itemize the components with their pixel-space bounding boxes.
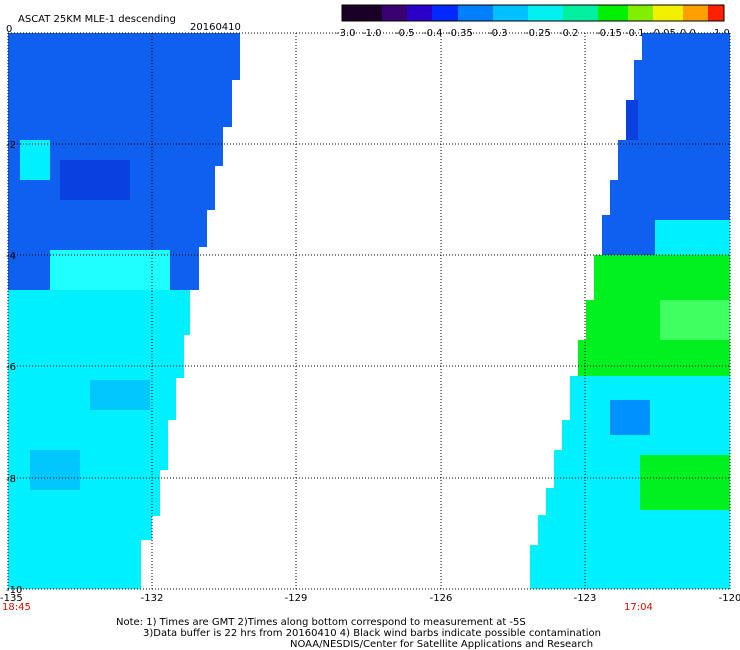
swath-row xyxy=(8,335,184,378)
colorbar-segment xyxy=(563,5,598,21)
swath-row xyxy=(8,33,240,80)
swath-row xyxy=(594,255,730,300)
time-left: 18:45 xyxy=(2,602,31,613)
map-grid xyxy=(7,32,731,590)
swath-row xyxy=(8,516,152,540)
map-title: ASCAT 25KM MLE-1 descending xyxy=(18,14,176,25)
colorbar-segment xyxy=(432,5,458,21)
lat-label: -4 xyxy=(6,251,16,262)
swath-patch xyxy=(640,455,730,510)
lon-label: -129 xyxy=(285,593,308,604)
lon-label: -135 xyxy=(0,593,23,604)
colorbar-label: -0.25 xyxy=(525,28,551,39)
map-date: 20160410 xyxy=(190,22,241,33)
colorbar-segment xyxy=(598,5,628,21)
swath-row xyxy=(530,545,730,589)
swath-patch xyxy=(60,160,130,200)
colorbar-segment xyxy=(653,5,683,21)
colorbar-segment xyxy=(493,5,528,21)
left-swath xyxy=(8,33,240,589)
colorbar-frame xyxy=(341,4,725,22)
lon-label: -132 xyxy=(141,593,164,604)
latitude-labels: 0 -2 -4 -6 -8 -10 xyxy=(6,24,22,596)
colorbar-segment xyxy=(708,5,724,21)
lat-label: -6 xyxy=(6,362,16,373)
note-line-2: 3)Data buffer is 22 hrs from 20160410 4)… xyxy=(143,628,601,639)
swath-row xyxy=(642,33,730,60)
swath-patch xyxy=(626,100,638,140)
swath-patch xyxy=(90,380,150,410)
swath-patch xyxy=(50,250,170,290)
swath-row xyxy=(578,340,730,376)
note-line-3: NOAA/NESDIS/Center for Satellite Applica… xyxy=(290,639,594,650)
swath-patch xyxy=(655,220,730,255)
time-right: 17:04 xyxy=(624,602,653,613)
lat-label: -8 xyxy=(6,474,16,485)
colorbar-label: -0.4 xyxy=(423,28,443,39)
lat-label: -10 xyxy=(6,585,22,596)
swath-row xyxy=(538,515,730,545)
colorbar-segment xyxy=(382,5,407,21)
right-swath xyxy=(530,33,730,589)
swath-row xyxy=(618,140,730,180)
swath-row xyxy=(626,100,730,140)
swath-row xyxy=(8,210,207,247)
note-line-1: Note: 1) Times are GMT 2)Times along bot… xyxy=(116,617,526,628)
longitude-labels: -135 -132 -129 -126 -123 -120 xyxy=(0,593,740,604)
colorbar-label: -3.0 xyxy=(336,28,356,39)
colorbar-segment xyxy=(342,5,382,21)
swath-patch xyxy=(20,140,50,180)
colorbar-segment xyxy=(628,5,653,21)
swath-patch xyxy=(610,400,650,435)
colorbar-label: -0.2 xyxy=(559,28,579,39)
swath-row xyxy=(8,80,232,127)
colorbar-segment xyxy=(683,5,708,21)
colorbar-label: -0.1 xyxy=(625,28,645,39)
colorbar-segment xyxy=(458,5,493,21)
lon-label: -120 xyxy=(719,593,740,604)
lon-label: -126 xyxy=(430,593,453,604)
lat-label: -2 xyxy=(6,140,16,151)
swath-row xyxy=(8,290,190,335)
lat-label: 0 xyxy=(6,24,12,35)
colorbar-segment xyxy=(407,5,432,21)
swath-patch xyxy=(30,450,80,490)
swath-row xyxy=(634,60,730,100)
swath-row xyxy=(8,540,141,589)
colorbar-label: -0.35 xyxy=(447,28,473,39)
colorbar-segment xyxy=(528,5,563,21)
colorbar xyxy=(341,4,725,22)
swath-patch xyxy=(660,300,730,340)
swath-row xyxy=(610,180,730,215)
lon-label: -123 xyxy=(574,593,597,604)
